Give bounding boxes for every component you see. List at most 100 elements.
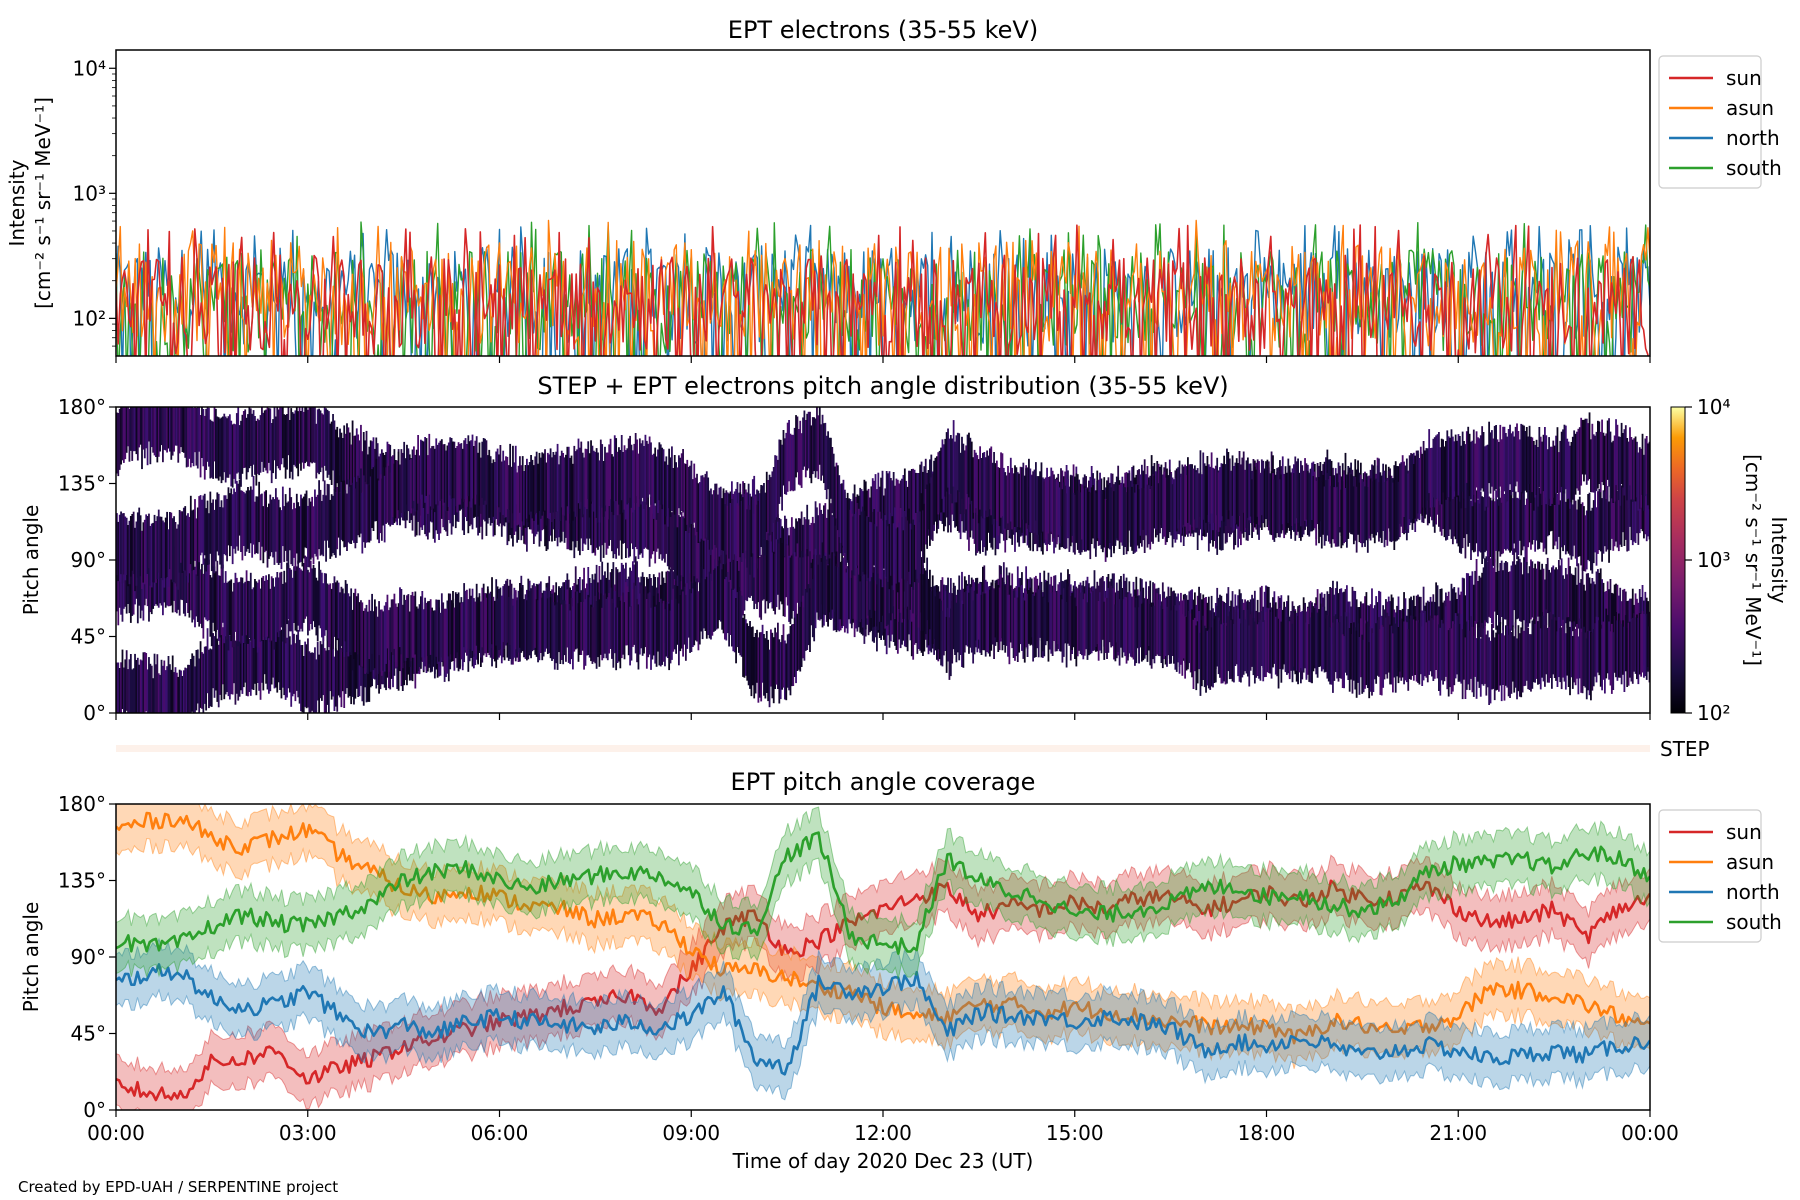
pad-cell-north xyxy=(372,611,375,671)
pad-cell-sun xyxy=(294,643,297,702)
pad-cell-sun xyxy=(266,628,269,690)
pad-cell-north xyxy=(620,595,623,659)
pad-cell-asun xyxy=(221,416,224,481)
pad-cell-sun xyxy=(922,471,924,529)
pad-cell-asun xyxy=(684,522,687,584)
pad-cell-sun xyxy=(803,517,806,586)
pad-cell-north xyxy=(1415,620,1418,682)
pad-cell-asun xyxy=(251,413,254,477)
pad-cell-north xyxy=(1350,623,1352,680)
pad-cell-south xyxy=(509,443,512,510)
pad-cell-asun xyxy=(1537,561,1539,617)
pad-cell-north xyxy=(428,601,431,664)
pad-cell-south xyxy=(241,490,244,561)
pad-cell-north xyxy=(647,593,650,658)
pad-cell-south xyxy=(768,474,771,536)
pad-cell-south xyxy=(1472,429,1475,495)
pad-cell-sun xyxy=(244,627,247,683)
pad-cell-north xyxy=(922,565,924,631)
pad-cell-south xyxy=(195,518,198,575)
pad-cell-north xyxy=(1075,606,1078,667)
pad-cell-sun xyxy=(616,569,619,639)
pad-cell-south xyxy=(856,503,859,566)
pad-cell-north xyxy=(1030,578,1033,638)
pad-cell-asun xyxy=(168,407,171,452)
pad-cell-north xyxy=(344,580,347,642)
pad-cell-south xyxy=(643,446,645,509)
pad-cell-north xyxy=(1163,597,1166,660)
pad-cell-asun xyxy=(368,446,371,506)
pad-cell-south xyxy=(883,513,885,569)
pad-cell-asun xyxy=(118,408,121,470)
pad-cell-south xyxy=(152,522,155,583)
pad-cell-south xyxy=(1164,477,1167,545)
pad-cell-north xyxy=(380,609,383,676)
pad-cell-south xyxy=(1185,475,1188,535)
pad-cell-north xyxy=(616,607,619,663)
pad-cell-sun xyxy=(1559,500,1562,560)
pad-cell-north xyxy=(956,591,959,651)
pad-cell-north xyxy=(1530,634,1532,692)
pad-cell-north xyxy=(227,581,230,651)
pad-cell-asun xyxy=(205,408,208,470)
pad-cell-sun xyxy=(881,470,884,538)
pad-cell-sun xyxy=(168,664,171,713)
pad-cell-south xyxy=(1244,469,1246,531)
pad-cell-asun xyxy=(279,407,281,471)
pad-cell-north xyxy=(1474,620,1477,677)
pad-cell-south xyxy=(619,450,622,515)
pad-cell-north xyxy=(168,538,171,607)
pad-cell-sun xyxy=(305,644,308,709)
pad-cell-north xyxy=(576,591,578,649)
pad-cell-north xyxy=(574,591,577,650)
pad-cell-north xyxy=(1323,606,1326,673)
pad-cell-south xyxy=(870,522,873,578)
pad-cell-sun xyxy=(170,669,173,713)
pad-cell-south xyxy=(513,462,516,521)
pad-cell-south xyxy=(1520,423,1523,493)
coverage-legend-label-north: north xyxy=(1726,880,1780,904)
pad-cell-north xyxy=(230,579,233,642)
pad-cell-south xyxy=(461,448,464,509)
pad-cell-south xyxy=(510,466,513,528)
pad-cell-north xyxy=(1260,611,1263,666)
pad-cell-south xyxy=(1341,481,1344,546)
pad-cell-sun xyxy=(203,646,206,704)
pad-cell-north xyxy=(1014,597,1016,661)
pad-cell-sun xyxy=(277,628,280,683)
pad-cell-south xyxy=(1299,460,1302,527)
pad-cell-south xyxy=(230,488,233,547)
pad-cell-sun xyxy=(666,570,669,625)
pad-cell-south xyxy=(1202,452,1205,520)
pad-cell-north xyxy=(1287,615,1290,674)
pad-cell-asun xyxy=(767,540,770,609)
pad-cell-north xyxy=(1199,632,1202,696)
pad-cell-south xyxy=(573,445,576,512)
pad-cell-sun xyxy=(251,635,254,690)
pad-cell-south xyxy=(1082,488,1085,550)
pad-cell-sun xyxy=(327,650,330,713)
pad-cell-south xyxy=(947,428,949,488)
pad-cell-south xyxy=(358,478,361,538)
pad-cell-north xyxy=(1366,621,1369,688)
pad-cell-south xyxy=(1233,466,1235,531)
pad-cell-south xyxy=(148,513,150,569)
pad-cell-north xyxy=(1134,607,1136,666)
pad-cell-south xyxy=(1083,486,1086,552)
pad-cell-asun xyxy=(247,414,249,473)
pad-cell-south xyxy=(125,517,128,575)
pad-cell-sun xyxy=(591,574,594,637)
pad-cell-north xyxy=(534,586,537,648)
pad-cell-south xyxy=(234,491,237,554)
pad-cell-north xyxy=(961,600,963,667)
pad-cell-asun xyxy=(1392,597,1394,656)
pad-cell-sun xyxy=(1613,487,1616,547)
pad-cell-north xyxy=(965,590,968,646)
pad-cell-south xyxy=(1440,438,1443,505)
pad-cell-south xyxy=(425,438,428,496)
pad-cell-asun xyxy=(178,407,181,454)
pad-cell-sun xyxy=(1534,490,1537,552)
pad-cell-north xyxy=(420,596,422,662)
pad-cell-south xyxy=(1332,475,1334,540)
pad-cell-south xyxy=(323,480,326,541)
